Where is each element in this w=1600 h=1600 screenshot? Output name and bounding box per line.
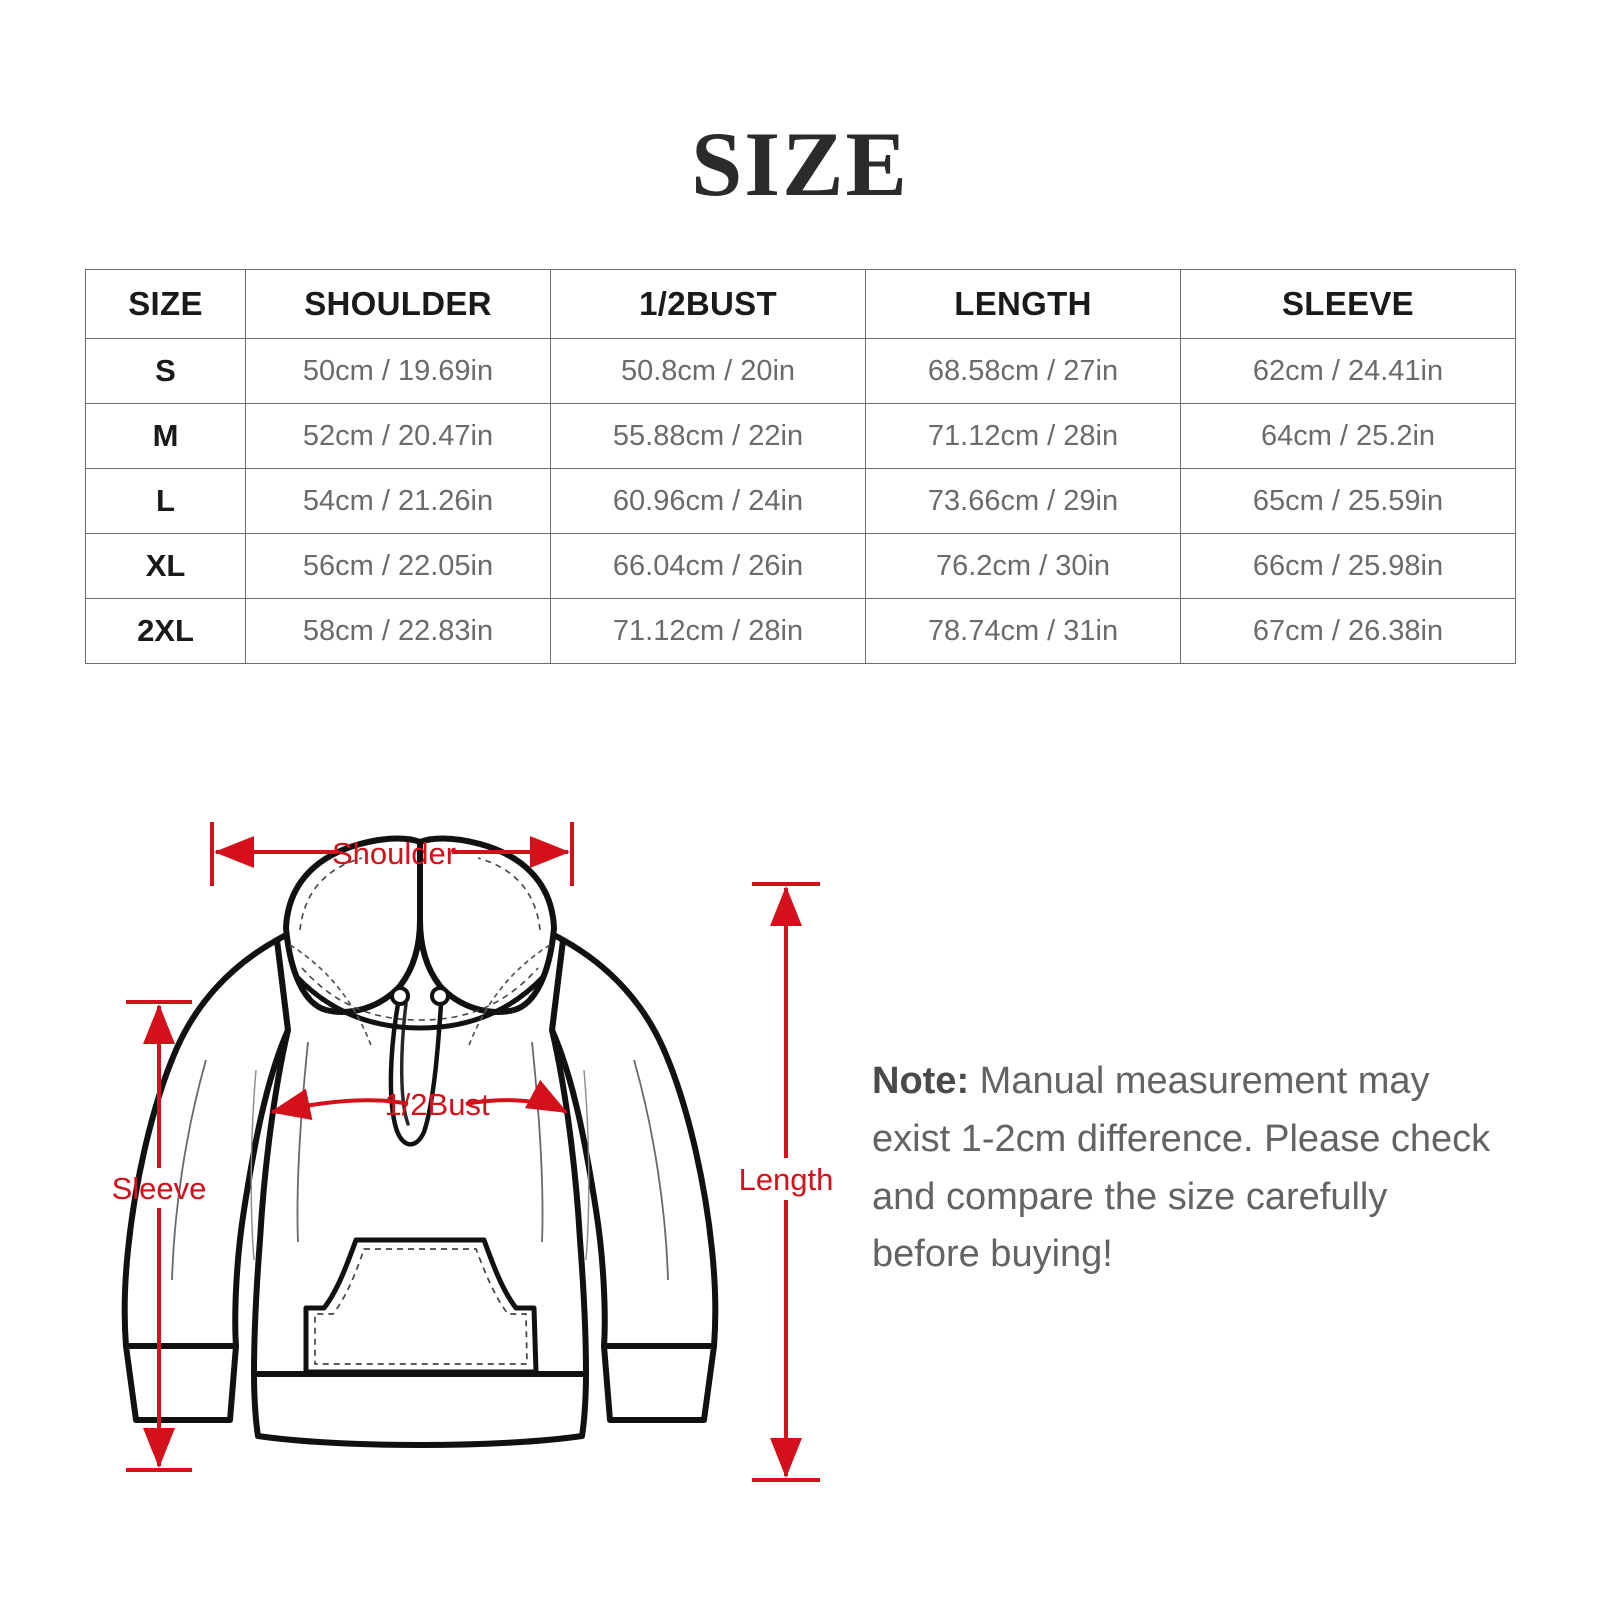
cell-shoulder: 52cm / 20.47in bbox=[245, 403, 551, 469]
left-eyelet bbox=[390, 986, 410, 1006]
table-row: S 50cm / 19.69in 50.8cm / 20in 68.58cm /… bbox=[85, 338, 1516, 404]
cell-bust: 60.96cm / 24in bbox=[550, 468, 866, 534]
right-underarm-fold bbox=[583, 1069, 590, 1261]
right-sleeve-fold bbox=[633, 1059, 669, 1281]
cell-shoulder: 54cm / 21.26in bbox=[245, 468, 551, 534]
cell-size: L bbox=[85, 468, 246, 534]
cell-sleeve: 66cm / 25.98in bbox=[1180, 533, 1516, 599]
cell-bust: 55.88cm / 22in bbox=[550, 403, 866, 469]
drawstring-cord bbox=[388, 1001, 444, 1147]
left-body-fold bbox=[296, 1041, 309, 1243]
note-block: Note: Manual measurement may exist 1-2cm… bbox=[872, 1053, 1492, 1284]
right-shoulder-seam bbox=[467, 944, 551, 1049]
cell-size: S bbox=[85, 338, 246, 404]
cell-length: 73.66cm / 29in bbox=[865, 468, 1181, 534]
table-row: XL 56cm / 22.05in 66.04cm / 26in 76.2cm … bbox=[85, 533, 1516, 599]
cell-bust: 66.04cm / 26in bbox=[550, 533, 866, 599]
table-header-row: SIZE SHOULDER 1/2BUST LENGTH SLEEVE bbox=[85, 269, 1516, 339]
cell-length: 68.58cm / 27in bbox=[865, 338, 1181, 404]
cell-size: 2XL bbox=[85, 598, 246, 664]
kangaroo-pocket-stitch bbox=[314, 1248, 528, 1365]
cell-shoulder: 50cm / 19.69in bbox=[245, 338, 551, 404]
right-body-fold bbox=[531, 1041, 544, 1243]
size-chart-table: SIZE SHOULDER 1/2BUST LENGTH SLEEVE S 50… bbox=[85, 269, 1516, 664]
cell-length: 78.74cm / 31in bbox=[865, 598, 1181, 664]
note-label: Note: bbox=[872, 1060, 970, 1102]
column-header-size: SIZE bbox=[85, 269, 246, 339]
bust-arrow-right bbox=[465, 1079, 568, 1114]
column-header-bust: 1/2BUST bbox=[550, 269, 866, 339]
hood-left-stitch bbox=[299, 857, 363, 931]
measurement-diagram: Shoulder 1/2Bust Sleeve Length bbox=[0, 780, 880, 1540]
cell-length: 71.12cm / 28in bbox=[865, 403, 1181, 469]
bottom-hem bbox=[251, 1371, 589, 1448]
bust-arrow-left bbox=[270, 1088, 409, 1121]
cell-size: XL bbox=[85, 533, 246, 599]
sleeve-label: Sleeve bbox=[112, 1171, 207, 1206]
cell-shoulder: 58cm / 22.83in bbox=[245, 598, 551, 664]
right-eyelet bbox=[430, 986, 450, 1006]
hoodie-illustration bbox=[121, 835, 719, 1448]
cell-sleeve: 64cm / 25.2in bbox=[1180, 403, 1516, 469]
drawstring-cord-inner bbox=[400, 1002, 410, 1126]
left-sleeve-fold bbox=[171, 1059, 207, 1281]
length-label: Length bbox=[739, 1162, 834, 1197]
cell-size: M bbox=[85, 403, 246, 469]
cell-shoulder: 56cm / 22.05in bbox=[245, 533, 551, 599]
note-text: Manual measurement may exist 1-2cm diffe… bbox=[872, 1060, 1491, 1276]
left-underarm-fold bbox=[250, 1069, 257, 1261]
column-header-length: LENGTH bbox=[865, 269, 1181, 339]
shoulder-label: Shoulder bbox=[332, 836, 456, 871]
cell-sleeve: 62cm / 24.41in bbox=[1180, 338, 1516, 404]
neckline-stitch bbox=[301, 967, 539, 1021]
table-row: 2XL 58cm / 22.83in 71.12cm / 28in 78.74c… bbox=[85, 598, 1516, 664]
right-cuff bbox=[601, 1343, 717, 1423]
size-table-container: SIZE SHOULDER 1/2BUST LENGTH SLEEVE S 50… bbox=[85, 269, 1516, 664]
cell-sleeve: 65cm / 25.59in bbox=[1180, 468, 1516, 534]
table-row: L 54cm / 21.26in 60.96cm / 24in 73.66cm … bbox=[85, 468, 1516, 534]
left-cuff bbox=[123, 1343, 239, 1423]
cell-length: 76.2cm / 30in bbox=[865, 533, 1181, 599]
cell-sleeve: 67cm / 26.38in bbox=[1180, 598, 1516, 664]
page-title: SIZE bbox=[691, 113, 909, 215]
hood-right-stitch bbox=[477, 857, 541, 931]
table-row: M 52cm / 20.47in 55.88cm / 22in 71.12cm … bbox=[85, 403, 1516, 469]
column-header-shoulder: SHOULDER bbox=[245, 269, 551, 339]
neckline-band bbox=[294, 974, 546, 1031]
cell-bust: 50.8cm / 20in bbox=[550, 338, 866, 404]
left-shoulder-seam bbox=[289, 944, 373, 1049]
column-header-sleeve: SLEEVE bbox=[1180, 269, 1516, 339]
measurement-annotations: Shoulder 1/2Bust Sleeve Length bbox=[112, 822, 834, 1482]
bust-label: 1/2Bust bbox=[384, 1087, 490, 1122]
cell-bust: 71.12cm / 28in bbox=[550, 598, 866, 664]
